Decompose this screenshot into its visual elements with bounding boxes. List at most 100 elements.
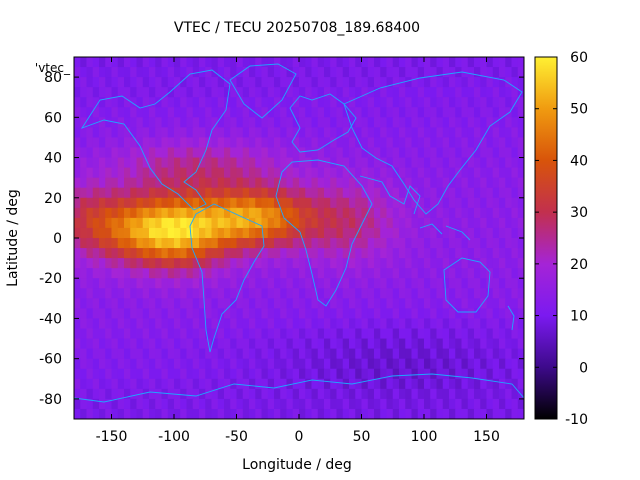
heatmap-cell [174,398,181,410]
heatmap-cell [292,57,300,68]
heatmap-cell [205,298,213,309]
heatmap-cell [474,117,481,128]
heatmap-cell [161,308,169,320]
heatmap-cell [467,288,475,299]
heatmap-cell [430,258,438,269]
colorbar-tick-label: 20 [570,257,588,273]
heatmap-cell [299,298,306,309]
heatmap-cell [336,187,344,199]
heatmap-cell [224,298,231,309]
heatmap-cell [386,398,394,410]
heatmap-cell [117,268,125,279]
heatmap-cell [292,258,300,269]
heatmap-cell [130,338,138,350]
heatmap-cell [111,358,119,370]
heatmap-cell [480,97,488,108]
heatmap-cell [455,217,463,229]
heatmap-cell [449,298,456,309]
heatmap-cell [311,227,319,239]
heatmap-cell [442,207,450,219]
heatmap-cell [311,348,319,360]
heatmap-cell [411,318,419,330]
heatmap-cell [149,278,156,289]
y-tick-label: 80 [44,70,62,86]
heatmap-cell [486,378,494,390]
heatmap-cell [517,378,524,390]
heatmap-cell [499,348,506,360]
heatmap-cell [80,117,88,128]
heatmap-cell [467,398,475,410]
heatmap-cell [455,107,463,118]
heatmap-cell [499,338,506,350]
heatmap-cell [380,348,388,360]
heatmap-cell [74,388,81,400]
heatmap-cell [111,167,119,179]
heatmap-cell [280,358,288,370]
heatmap-cell [330,187,338,199]
heatmap-cell [174,137,181,149]
heatmap-cell [367,388,375,400]
heatmap-cell [349,227,356,239]
heatmap-cell [449,57,456,68]
heatmap-cell [242,328,250,340]
heatmap-cell [492,248,500,259]
heatmap-cell [499,217,506,229]
heatmap-cell [167,177,175,189]
heatmap-cell [330,207,338,219]
heatmap-cell [161,177,169,189]
heatmap-cell [349,248,356,259]
heatmap-cell [311,268,319,279]
heatmap-cell [199,117,206,128]
heatmap-cell [186,177,194,189]
heatmap-cell [355,107,363,118]
heatmap-cell [480,328,488,340]
heatmap-cell [424,318,431,330]
heatmap-cell [142,358,150,370]
heatmap-cell [405,197,413,209]
heatmap-cell [411,378,419,390]
heatmap-cell [511,268,519,279]
heatmap-cell [436,248,444,259]
heatmap-cell [249,207,256,219]
heatmap-cell [461,117,469,128]
heatmap-cell [217,187,225,199]
heatmap-cell [249,57,256,68]
heatmap-cell [261,368,269,380]
heatmap-cell [355,167,363,179]
heatmap-cell [436,258,444,269]
heatmap-cell [99,107,106,118]
heatmap-cell [474,388,481,400]
heatmap-cell [411,258,419,269]
heatmap-cell [249,378,256,390]
heatmap-cell [361,57,369,68]
heatmap-cell [292,358,300,370]
heatmap-cell [424,278,431,289]
heatmap-cell [199,358,206,370]
heatmap-cell [355,67,363,78]
heatmap-cell [480,388,488,400]
heatmap-cell [399,107,406,118]
heatmap-cell [149,127,156,139]
heatmap-cell [411,227,419,239]
heatmap-cell [111,278,119,289]
heatmap-cell [361,87,369,98]
heatmap-cell [86,187,94,199]
heatmap-cell [286,308,294,320]
heatmap-cell [124,227,131,239]
heatmap-cell [474,308,481,320]
heatmap-cell [305,157,313,169]
heatmap-cell [86,378,94,390]
heatmap-cell [205,127,213,139]
heatmap-cell [499,157,506,169]
heatmap-cell [442,187,450,199]
heatmap-cell [142,227,150,239]
heatmap-cell [442,87,450,98]
heatmap-cell [174,77,181,88]
heatmap-cell [130,157,138,169]
heatmap-cell [205,117,213,128]
heatmap-cell [467,238,475,249]
heatmap-cell [505,197,513,209]
heatmap-cell [349,97,356,108]
heatmap-cell [474,67,481,78]
heatmap-cell [217,67,225,78]
